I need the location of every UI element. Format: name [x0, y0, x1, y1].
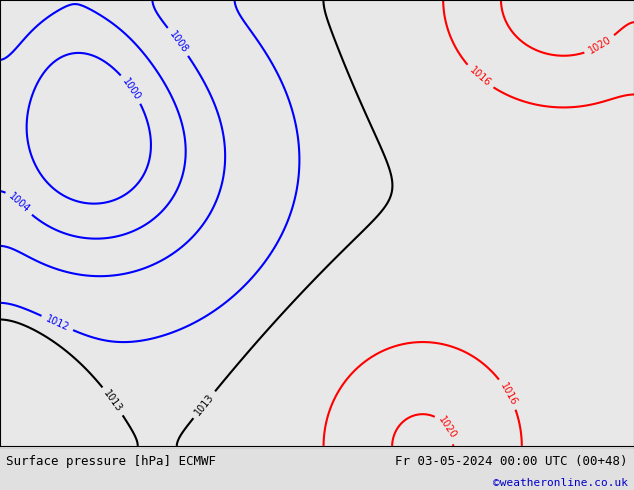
Text: 1004: 1004	[6, 192, 32, 215]
Text: 1013: 1013	[193, 392, 216, 417]
Text: 1012: 1012	[44, 314, 70, 333]
Text: Surface pressure [hPa] ECMWF: Surface pressure [hPa] ECMWF	[6, 455, 216, 468]
Text: 1013: 1013	[101, 388, 124, 414]
Text: 1016: 1016	[498, 381, 519, 407]
Text: 1000: 1000	[120, 76, 143, 102]
Text: Fr 03-05-2024 00:00 UTC (00+48): Fr 03-05-2024 00:00 UTC (00+48)	[395, 455, 628, 468]
Text: 1020: 1020	[437, 415, 458, 441]
Text: 1008: 1008	[167, 29, 190, 54]
Text: 1016: 1016	[467, 65, 492, 89]
Text: 1020: 1020	[587, 35, 613, 56]
Text: ©weatheronline.co.uk: ©weatheronline.co.uk	[493, 478, 628, 489]
